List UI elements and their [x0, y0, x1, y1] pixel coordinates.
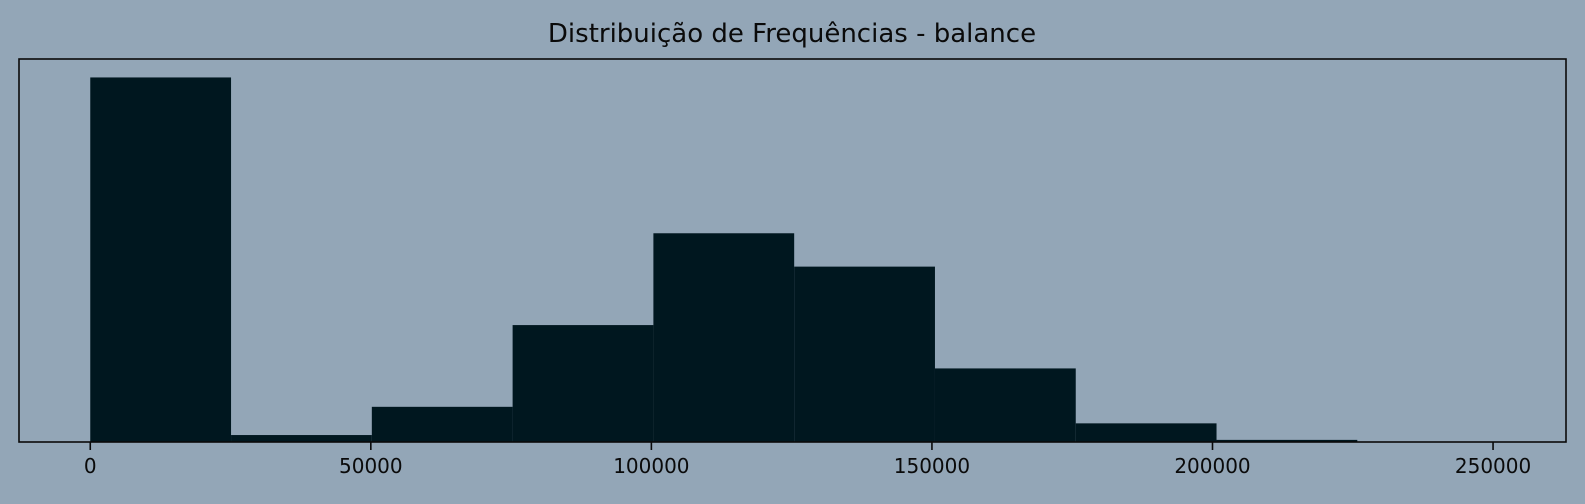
x-tick-label: 0	[84, 454, 97, 478]
plot-frame	[18, 58, 1567, 443]
histogram-bar-9	[1216, 439, 1358, 442]
x-tick-label: 150000	[894, 454, 970, 478]
x-axis-ticks: 0 50000 100000 150000 200000 250000	[84, 442, 1531, 478]
x-tick-label: 250000	[1455, 454, 1531, 478]
histogram-bar-5	[653, 233, 795, 442]
chart-title: Distribuição de Frequências - balance	[548, 19, 1036, 49]
histogram-bar-1	[90, 77, 232, 443]
histogram-bar-8	[1075, 423, 1217, 442]
x-tick-label: 50000	[339, 454, 403, 478]
bars-group	[90, 77, 1499, 443]
histogram-bar-7	[934, 368, 1076, 442]
histogram-bar-2	[231, 435, 372, 442]
histogram-bar-3	[371, 406, 513, 442]
histogram-bar-4	[512, 325, 654, 442]
histogram-bar-6	[794, 266, 935, 442]
x-tick-label: 100000	[613, 454, 689, 478]
x-tick-label: 200000	[1174, 454, 1250, 478]
